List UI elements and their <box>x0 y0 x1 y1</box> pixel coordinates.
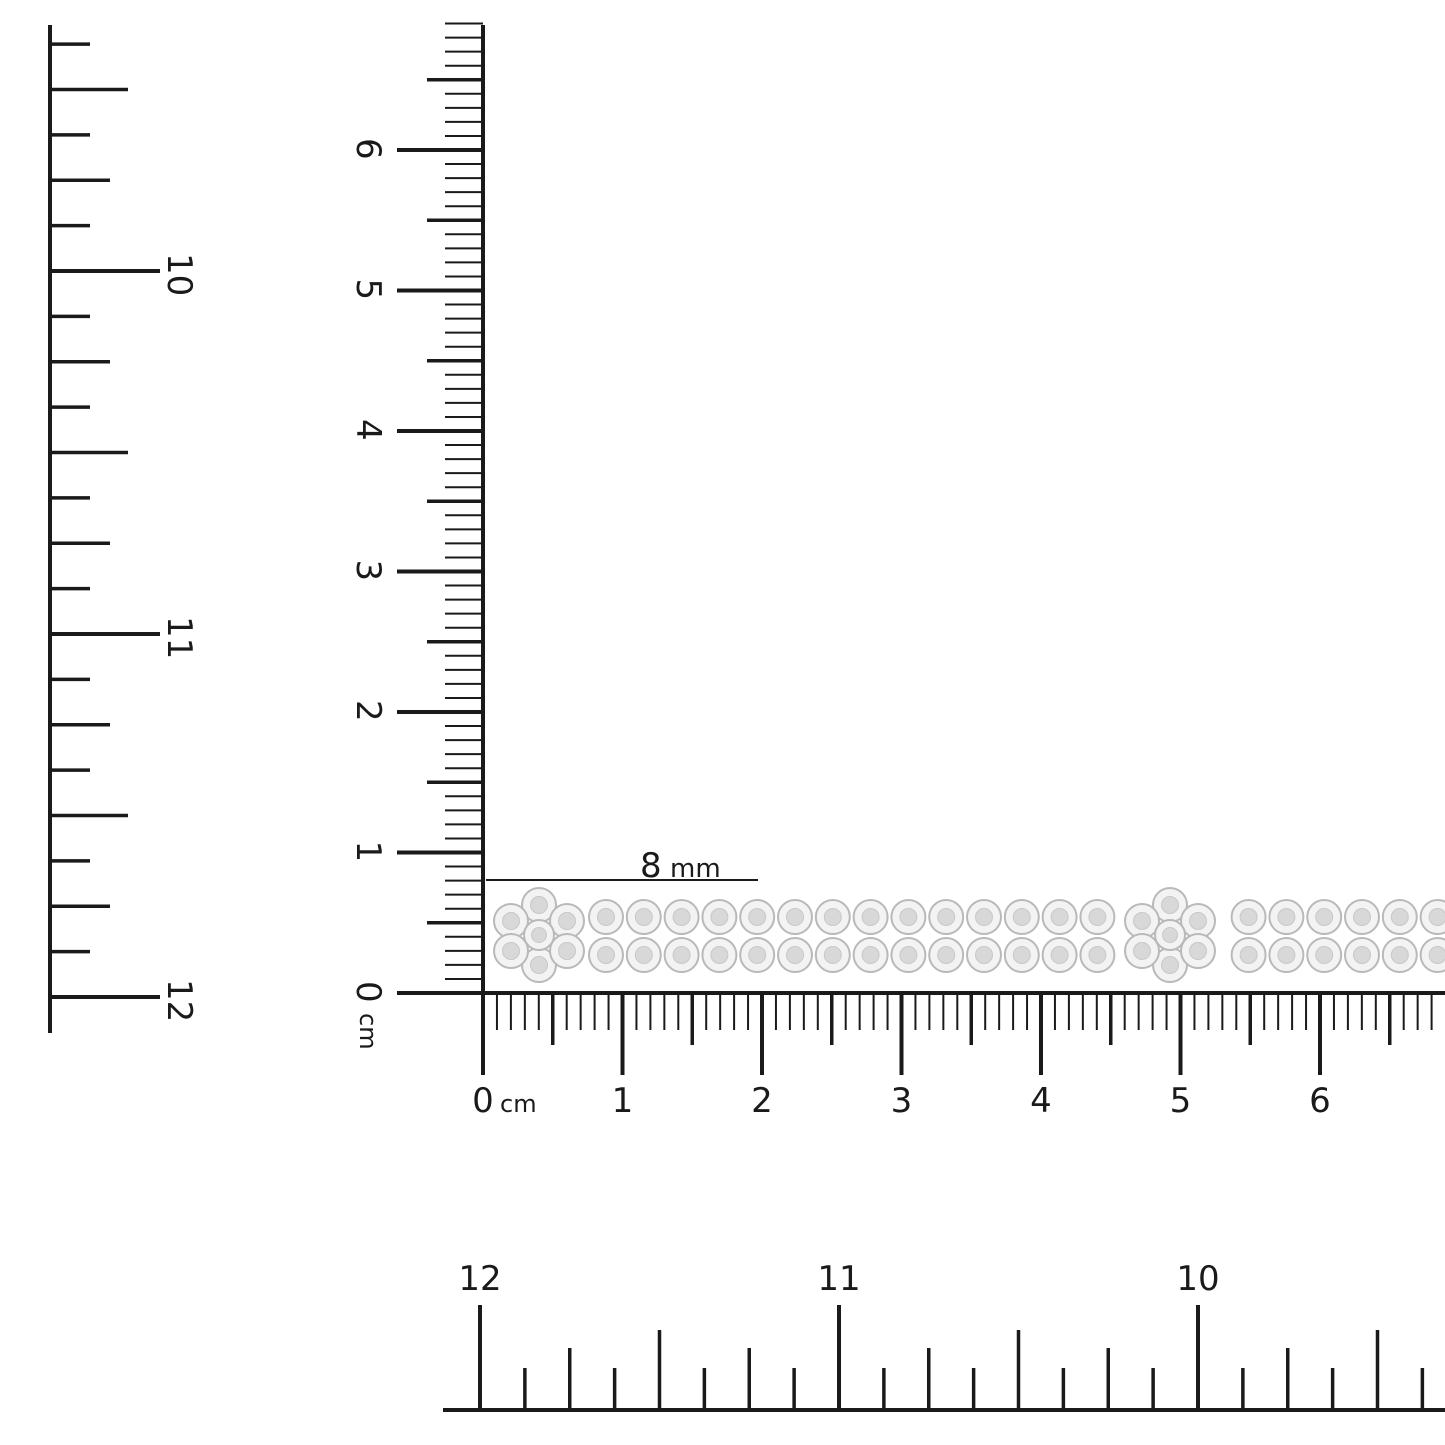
diamond <box>937 908 956 926</box>
diamond <box>1428 908 1445 926</box>
diamond <box>1012 946 1031 964</box>
diamond <box>531 927 547 943</box>
ruler-label: 4 <box>1030 1081 1052 1121</box>
ruler-label: 10 <box>159 253 199 296</box>
ruler-label: 0 <box>348 981 388 1003</box>
bottom-inch-ruler: 12 11 10 <box>443 1259 1445 1412</box>
diamond <box>1390 908 1409 926</box>
ruler-label: 2 <box>348 700 388 722</box>
vertical-cm-ruler: 0 1 2 3 4 5 6 cm <box>348 22 485 1050</box>
diamond <box>748 908 767 926</box>
ruler-label: 4 <box>348 419 388 441</box>
ruler-label: 6 <box>1309 1081 1331 1121</box>
bracelet-image <box>493 887 1445 983</box>
diamond <box>710 908 729 926</box>
ruler-label: 2 <box>751 1081 773 1121</box>
diamond <box>1277 908 1296 926</box>
diamond <box>899 946 918 964</box>
diamond <box>1050 908 1069 926</box>
ruler-unit: cm <box>354 1013 382 1050</box>
width-unit: mm <box>670 854 721 884</box>
diamond <box>672 908 691 926</box>
diamond <box>1239 946 1258 964</box>
diamond <box>1088 946 1107 964</box>
diamond <box>710 946 729 964</box>
ruler-label: 0 <box>472 1081 494 1121</box>
diamond <box>1390 946 1409 964</box>
diamond <box>786 908 804 926</box>
diamond <box>530 956 548 974</box>
diamond <box>861 946 880 964</box>
diamond <box>1161 956 1179 974</box>
ruler-label: 3 <box>891 1081 913 1121</box>
ruler-label: 11 <box>817 1259 860 1299</box>
diamond <box>672 946 691 964</box>
diamond <box>558 912 576 930</box>
diamond <box>1133 942 1151 960</box>
diamond <box>1428 946 1445 964</box>
diamond <box>823 908 842 926</box>
diamond <box>1088 908 1107 926</box>
diamond <box>1162 927 1178 943</box>
width-value: 8 <box>640 846 662 886</box>
diamond <box>1012 908 1031 926</box>
diamond <box>1353 946 1371 964</box>
diamond <box>975 908 993 926</box>
diamond <box>1189 912 1207 930</box>
diamond <box>1353 908 1371 926</box>
diamond <box>1161 896 1179 914</box>
diamond <box>502 912 520 930</box>
ruler-label: 5 <box>348 279 388 301</box>
diamond <box>1239 908 1258 926</box>
diamond <box>597 908 615 926</box>
ruler-label: 1 <box>612 1081 634 1121</box>
ruler-label: 3 <box>348 560 388 582</box>
ruler-label: 1 <box>348 841 388 863</box>
ruler-label: 12 <box>458 1259 501 1299</box>
diamond <box>975 946 993 964</box>
ruler-unit: cm <box>500 1090 537 1118</box>
left-inch-ruler: 10 11 12 <box>48 25 199 1033</box>
diamond <box>597 946 615 964</box>
ruler-label: 5 <box>1170 1081 1192 1121</box>
diamond <box>861 908 880 926</box>
diamond <box>748 946 767 964</box>
horizontal-cm-ruler: 0 1 2 3 4 5 6 cm <box>472 991 1445 1121</box>
diamond <box>502 942 520 960</box>
ruler-label: 11 <box>159 616 199 659</box>
diamond <box>1315 946 1334 964</box>
diamond <box>634 908 653 926</box>
diamond <box>558 942 576 960</box>
diamond <box>899 908 918 926</box>
ruler-label: 12 <box>159 979 199 1022</box>
diamond <box>786 946 804 964</box>
ruler-label: 10 <box>1176 1259 1219 1299</box>
diamond <box>530 896 548 914</box>
diamond <box>1133 912 1151 930</box>
diamond <box>1315 908 1334 926</box>
diamond <box>937 946 956 964</box>
ruler-label: 6 <box>348 138 388 160</box>
diamond <box>634 946 653 964</box>
diamond <box>1277 946 1296 964</box>
diamond <box>1189 942 1207 960</box>
diamond <box>823 946 842 964</box>
diamond <box>1050 946 1069 964</box>
width-annotation: 8 mm <box>486 846 758 886</box>
